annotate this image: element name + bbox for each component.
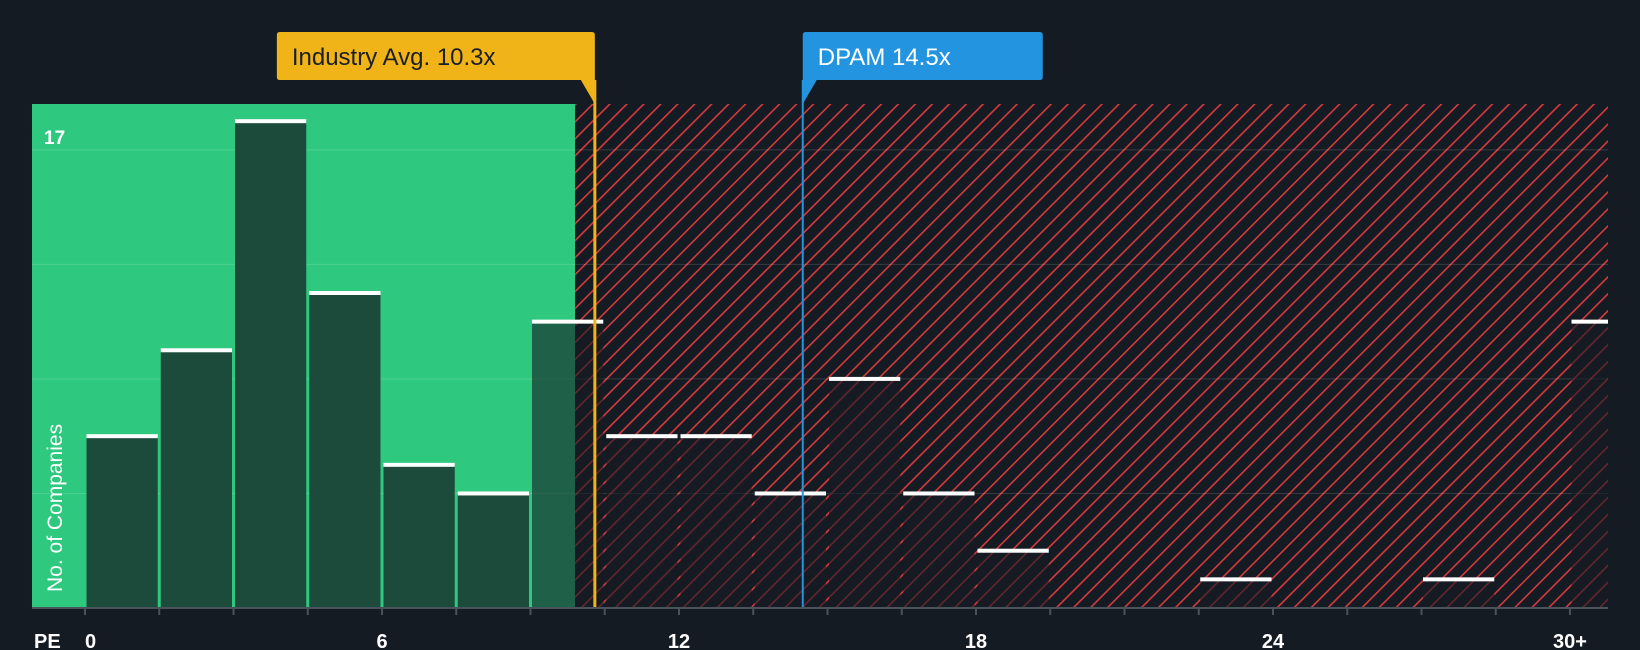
bar-cap-3: [235, 119, 307, 124]
bar-5: [383, 464, 455, 608]
bar-13: [977, 550, 1049, 608]
bar-21: [1571, 321, 1608, 608]
bar-cap-5: [383, 462, 455, 467]
labels: 17 No. of Companies PE: [34, 128, 67, 650]
industry-avg-label: Industry Avg. 10.3x: [292, 44, 496, 71]
callouts: Industry Avg. 10.3x DPAM 14.5x: [276, 32, 1043, 104]
bar-cap-8: [606, 434, 678, 439]
x-axis: 0 6 12 18 24 30+: [32, 607, 1608, 650]
company-pe-label: DPAM 14.5x: [818, 44, 951, 71]
bar-cap-2: [160, 348, 232, 353]
bar-cap-11: [829, 376, 901, 381]
x-tick-label-30+: 30+: [1553, 631, 1587, 650]
bar-cap-19: [1423, 577, 1495, 582]
bar-9: [680, 436, 752, 608]
y-axis-label: No. of Companies: [44, 424, 67, 592]
x-axis-label: PE: [34, 631, 61, 650]
bar-2: [160, 350, 232, 608]
y-max-label: 17: [44, 128, 65, 149]
bar-8: [606, 436, 678, 608]
bar-16: [1200, 579, 1272, 608]
bar-cap-21: [1571, 319, 1608, 324]
x-tick-label-0: 0: [85, 631, 96, 650]
bar-1: [86, 436, 158, 608]
bar-cap-1: [86, 434, 158, 439]
bar-4: [309, 293, 381, 608]
bar-6: [457, 493, 529, 608]
bar-cap-4: [309, 291, 381, 295]
bar-12: [903, 493, 975, 608]
reference-lines: [593, 80, 804, 608]
bar-cap-9: [680, 434, 752, 439]
bar-cap-12: [903, 491, 975, 496]
x-tick-label-24: 24: [1262, 631, 1285, 650]
x-tick-label-12: 12: [668, 631, 690, 650]
company-pe-callout: [802, 32, 1043, 104]
bar-cap-13: [977, 548, 1049, 553]
bar-cap-7: [532, 319, 604, 324]
x-tick-label-6: 6: [376, 631, 387, 650]
bar-cap-16: [1200, 577, 1272, 582]
industry-avg-callout: [276, 32, 595, 104]
x-tick-label-18: 18: [965, 631, 987, 650]
bar-19: [1423, 579, 1495, 608]
bar-cap-10: [754, 491, 826, 496]
bars: [86, 119, 1608, 608]
bar-7: [532, 321, 604, 608]
bar-10: [754, 493, 826, 608]
bar-cap-6: [457, 491, 529, 496]
bar-3: [235, 121, 307, 608]
bar-11: [829, 378, 901, 608]
